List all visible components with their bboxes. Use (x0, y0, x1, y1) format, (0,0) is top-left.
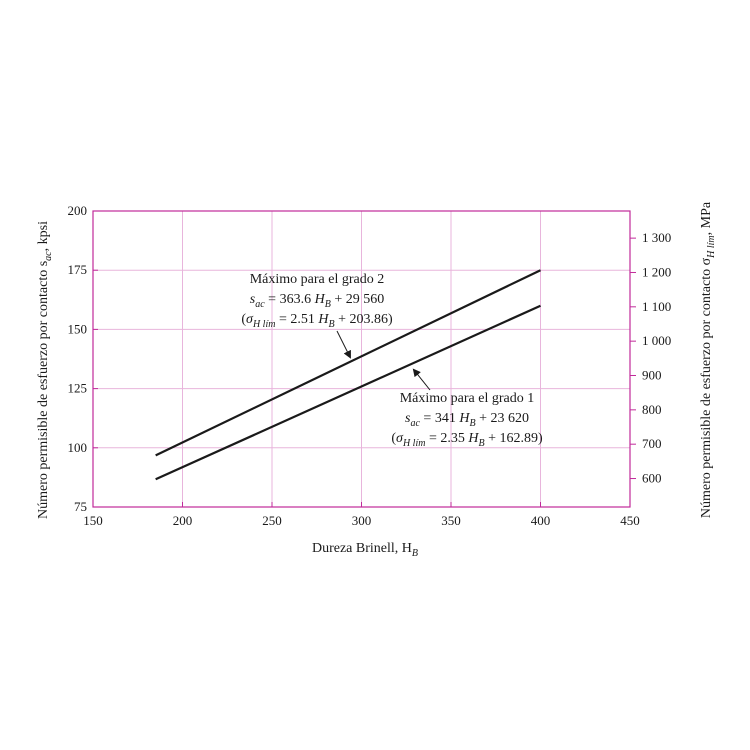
y-right-tick-label: 800 (642, 402, 662, 417)
x-tick-label: 300 (352, 513, 372, 528)
y-axis-left: 75 100 125 150 175 200 (68, 203, 98, 514)
y-left-tick-label: 150 (68, 321, 88, 336)
y-right-tick-label: 700 (642, 436, 662, 451)
x-tick-label: 400 (531, 513, 551, 528)
annotation-grade-2-equation: sac = 363.6 HB + 29 560 (250, 292, 384, 310)
x-tick-label: 150 (83, 513, 103, 528)
y-axis-left-title: Número permisible de esfuerzo por contac… (36, 221, 54, 519)
x-tick-label: 450 (620, 513, 640, 528)
y-right-tick-label: 1 200 (642, 264, 671, 279)
y-right-tick-label: 1 300 (642, 230, 671, 245)
y-left-tick-label: 200 (68, 203, 88, 218)
series-lines (155, 269, 541, 481)
y-left-tick-label: 125 (68, 381, 88, 396)
grid (93, 211, 630, 507)
series-line-grade-1 (155, 304, 541, 481)
y-axis-right: 600 700 800 900 1 000 1 100 1 200 1 300 (630, 230, 671, 486)
y-right-tick-label: 1 000 (642, 333, 671, 348)
annotation-grade-1-title: Máximo para el grado 1 (400, 391, 535, 406)
annotation-grade-2: Máximo para el grado 2 sac = 363.6 HB + … (241, 272, 393, 359)
annotation-grade-2-title: Máximo para el grado 2 (250, 272, 385, 287)
x-tick-label: 250 (262, 513, 282, 528)
annotation-grade-2-arrow (336, 330, 351, 359)
y-right-tick-label: 900 (642, 368, 662, 383)
annotation-grade-1: Máximo para el grado 1 sac = 341 HB + 23… (391, 368, 543, 449)
x-axis-title: Dureza Brinell, HB (312, 541, 418, 559)
x-tick-label: 200 (173, 513, 193, 528)
annotation-grade-1-arrow (412, 368, 431, 391)
y-right-tick-label: 1 100 (642, 299, 671, 314)
y-axis-right-title: Número permisible de esfuerzo por contac… (699, 201, 717, 518)
series-line-grade-2 (155, 269, 541, 457)
annotation-grade-1-equation-si: (σH lím = 2.35 HB + 162.89) (391, 431, 543, 449)
y-left-tick-label: 100 (68, 440, 88, 455)
annotation-grade-1-equation: sac = 341 HB + 23 620 (405, 411, 529, 429)
annotation-grade-2-equation-si: (σH lím = 2.51 HB + 203.86) (241, 312, 393, 330)
y-left-tick-label: 75 (74, 499, 87, 514)
y-right-tick-label: 600 (642, 471, 662, 486)
y-left-tick-label: 175 (68, 262, 88, 277)
x-axis: 150 200 250 300 350 400 450 (83, 502, 640, 528)
x-tick-label: 350 (441, 513, 461, 528)
